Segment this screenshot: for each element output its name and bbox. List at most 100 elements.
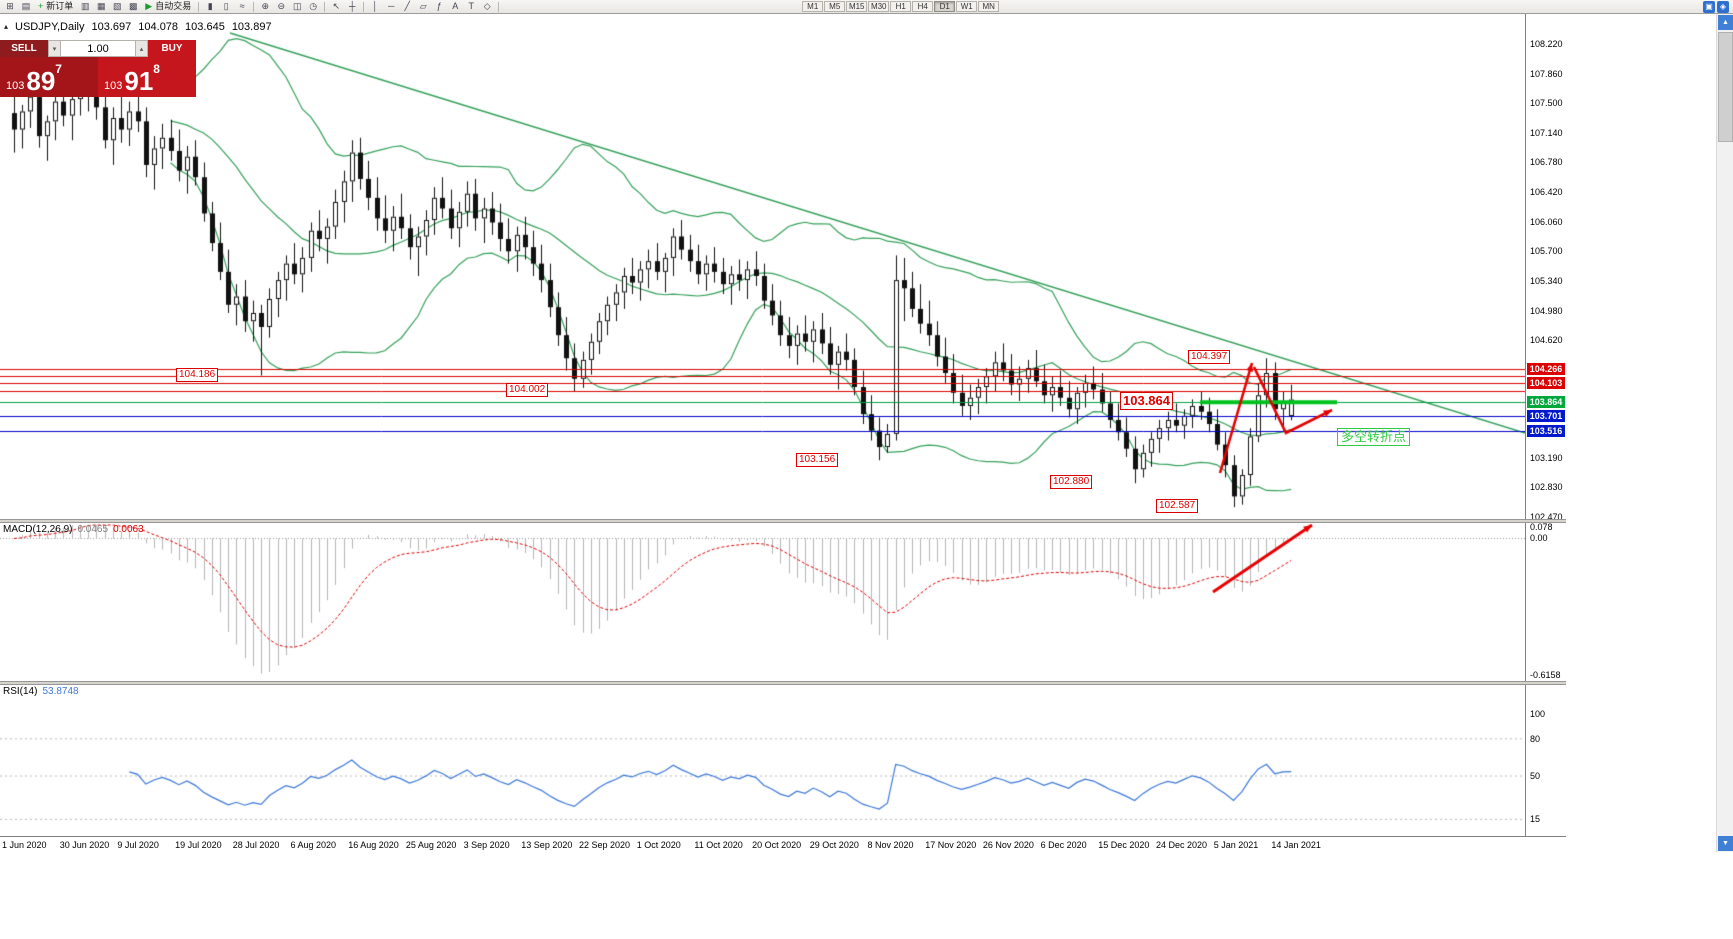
date-label: 14 Jan 2021	[1271, 840, 1321, 850]
panel-divider[interactable]	[0, 681, 1566, 685]
price-annotation-label[interactable]: 102.880	[1050, 475, 1093, 490]
data-window-icon[interactable]: ▦	[93, 1, 109, 13]
market-watch-icon[interactable]: ▥	[77, 1, 93, 13]
zoom-in-icon[interactable]: ⊕	[257, 1, 273, 13]
rsi-label: RSI(14)	[3, 686, 38, 697]
macd-chart-canvas[interactable]	[0, 523, 1525, 681]
timeframe-m30[interactable]: M30	[868, 1, 890, 12]
timeframe-d1[interactable]: D1	[934, 1, 956, 12]
tile-windows-icon[interactable]: ◫	[289, 1, 305, 13]
date-label: 20 Oct 2020	[752, 840, 802, 850]
profiles-icon[interactable]: ▤	[18, 1, 34, 13]
time-axis[interactable]: 1 Jun 2020 30 Jun 2020 9 Jul 2020 19 Jul 20…	[0, 836, 1566, 853]
timeframe-mn[interactable]: MN	[978, 1, 1000, 12]
axis-label: 106.060	[1530, 216, 1563, 227]
volume-increase-button[interactable]: ▴	[135, 40, 148, 57]
rsi-value: 53.8748	[42, 686, 79, 697]
vertical-scrollbar[interactable]: ▲ ▼	[1716, 14, 1733, 852]
timeframe-m1[interactable]: M1	[802, 1, 824, 12]
alerts-icon[interactable]: ◷	[305, 1, 321, 13]
rsi-panel[interactable]: RSI(14) 53.8748	[0, 685, 1525, 836]
price-chart-panel[interactable]: 多空转折点 104.186 104.002 103.156 102.880 102.58…	[0, 14, 1525, 519]
turning-point-note[interactable]: 多空转折点	[1337, 428, 1411, 446]
price-axis[interactable]: 108.220 107.860 107.500 107.140 106.780 106.4…	[1525, 14, 1566, 836]
timeframe-group: M1 M5 M15 M30 H1 H4 D1 W1 MN	[802, 1, 1000, 12]
new-chart-icon[interactable]: ⊞	[2, 1, 18, 13]
buy-price-big: 91	[124, 66, 154, 96]
channel-icon: ▱	[419, 1, 427, 11]
sell-button[interactable]: SELL	[0, 40, 48, 57]
scroll-up-button[interactable]: ▲	[1718, 15, 1733, 30]
date-label: 6 Aug 2020	[290, 840, 337, 850]
new-order-button[interactable]: + 新订单	[34, 1, 77, 13]
sell-price-pip: 7	[55, 62, 62, 76]
terminal-icon[interactable]: ▩	[125, 1, 141, 13]
panel-divider[interactable]	[0, 519, 1566, 523]
cursor-icon[interactable]: ↖	[328, 1, 344, 13]
date-label: 29 Oct 2020	[809, 840, 859, 850]
timeframe-w1[interactable]: W1	[956, 1, 978, 12]
date-label: 15 Dec 2020	[1098, 840, 1150, 850]
axis-label: 105.340	[1530, 275, 1563, 286]
volume-decrease-button[interactable]: ▾	[48, 40, 61, 57]
trendline-icon: ╱	[404, 1, 410, 11]
vertical-line-icon[interactable]: │	[367, 1, 383, 13]
text-icon[interactable]: A	[447, 1, 463, 13]
panel-blue-icon-2[interactable]: ◈	[1717, 0, 1729, 13]
date-label: 1 Jun 2020	[2, 840, 47, 850]
candlestick-chart-icon[interactable]: ▯	[218, 1, 234, 13]
line-chart-icon[interactable]: ≈	[234, 1, 250, 13]
zoom-in-icon: ⊕	[261, 1, 269, 11]
price-axis-chip: 104.103	[1527, 376, 1565, 389]
timeframe-h1[interactable]: H1	[890, 1, 912, 12]
shapes-icon[interactable]: ◇	[479, 1, 495, 13]
date-label: 13 Sep 2020	[521, 840, 573, 850]
rsi-chart-canvas[interactable]	[0, 685, 1525, 836]
toolbar-right: ▣ ◈	[1703, 0, 1729, 13]
panel-blue-icon-1[interactable]: ▣	[1703, 0, 1715, 13]
navigator-icon[interactable]: ▧	[109, 1, 125, 13]
date-label: 28 Jul 2020	[232, 840, 280, 850]
scroll-down-button[interactable]: ▼	[1718, 836, 1733, 851]
auto-trading-button[interactable]: ▶ 自动交易	[141, 1, 195, 13]
toolbar-separator	[198, 1, 200, 12]
price-annotation-label[interactable]: 102.587	[1156, 499, 1199, 514]
timeframe-h4[interactable]: H4	[912, 1, 934, 12]
date-label: 6 Dec 2020	[1040, 840, 1087, 850]
date-label: 25 Aug 2020	[405, 840, 457, 850]
text-label-icon[interactable]: T	[463, 1, 479, 13]
trendline-icon[interactable]: ╱	[399, 1, 415, 13]
sell-price-button[interactable]: 103 89 7	[0, 57, 98, 97]
price-annotation-label[interactable]: 104.002	[506, 382, 549, 397]
axis-label: 107.140	[1530, 127, 1563, 138]
price-axis-chip: 103.864	[1527, 396, 1565, 409]
price-annotation-label[interactable]: 104.186	[176, 367, 219, 382]
candlestick-chart-canvas[interactable]	[0, 14, 1525, 519]
horizontal-line-icon[interactable]: ─	[383, 1, 399, 13]
one-click-trading-panel: SELL ▾ 1.00 ▴ BUY 103 89 7 103 91 8	[0, 40, 196, 97]
channel-icon[interactable]: ▱	[415, 1, 431, 13]
sell-price-base: 103	[6, 80, 25, 92]
price-annotation-label[interactable]: 103.864	[1120, 392, 1173, 411]
sell-price-big: 89	[26, 66, 56, 96]
axis-label: 106.420	[1530, 187, 1563, 198]
axis-label: 80	[1530, 733, 1541, 744]
price-annotation-label[interactable]: 104.397	[1188, 350, 1231, 365]
timeframe-m15[interactable]: M15	[846, 1, 868, 12]
fibonacci-icon[interactable]: ƒ	[431, 1, 447, 13]
zoom-out-icon[interactable]: ⊖	[273, 1, 289, 13]
axis-label: 50	[1530, 771, 1541, 781]
buy-price-button[interactable]: 103 91 8	[98, 57, 196, 97]
zoom-out-icon: ⊖	[277, 1, 285, 11]
crosshair-icon[interactable]: ┼	[344, 1, 360, 13]
price-annotation-label[interactable]: 103.156	[796, 452, 839, 467]
macd-label-row: MACD(12,26,9) 0.0465 0.0063	[3, 524, 144, 535]
timeframe-m5[interactable]: M5	[824, 1, 846, 12]
buy-button[interactable]: BUY	[148, 40, 196, 57]
macd-panel[interactable]: MACD(12,26,9) 0.0465 0.0063	[0, 523, 1525, 681]
bar-chart-icon[interactable]: ▮	[202, 1, 218, 13]
axis-label: 105.700	[1530, 246, 1563, 257]
volume-input[interactable]: 1.00	[61, 40, 135, 57]
scrollbar-thumb[interactable]	[1718, 32, 1733, 142]
oneclick-collapse-icon[interactable]: ▴	[4, 22, 9, 31]
